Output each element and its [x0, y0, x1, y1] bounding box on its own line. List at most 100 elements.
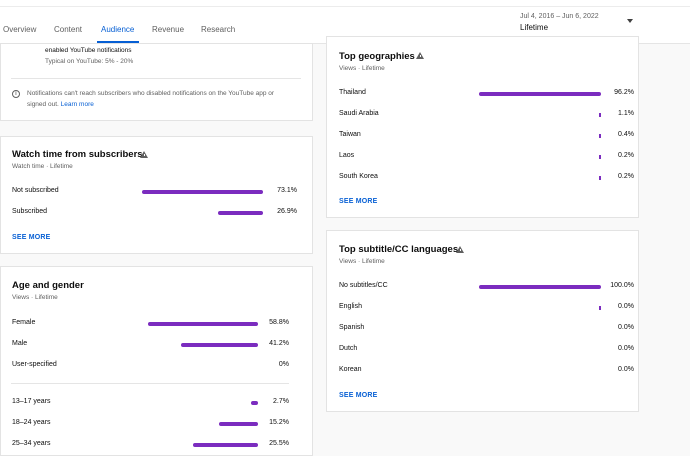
bar-track [479, 348, 601, 352]
list-item: No subtitles/CC 100.0% [339, 282, 634, 292]
percentage-bar [142, 190, 263, 194]
row-label: Spanish [339, 324, 365, 331]
bar-track [479, 134, 601, 138]
list-item: Spanish 0.0% [339, 324, 634, 334]
row-label: Korean [339, 366, 362, 373]
bar-track [148, 401, 258, 405]
list-item: Dutch 0.0% [339, 345, 634, 355]
card-subtitle: Views · Lifetime [339, 258, 385, 265]
top-divider [0, 6, 690, 7]
row-percentage: 0.0% [618, 345, 634, 352]
percentage-bar [180, 343, 258, 347]
bar-track [479, 285, 601, 289]
list-item: Korean 0.0% [339, 366, 634, 376]
tab-revenue[interactable]: Revenue [152, 25, 185, 34]
row-percentage: 41.2% [269, 340, 289, 347]
row-percentage: 0.0% [618, 324, 634, 331]
row-label: Not subscribed [12, 187, 59, 194]
card-subtitle: Watch time · Lifetime [12, 163, 73, 170]
card-title: Watch time from subscribers [12, 149, 143, 160]
top-geographies-card: Top geographies Views · Lifetime Thailan… [326, 36, 639, 218]
bar-track [148, 422, 258, 426]
bar-track [142, 190, 263, 194]
row-percentage: 58.8% [269, 319, 289, 326]
tab-research[interactable]: Research [201, 25, 236, 34]
row-label: Subscribed [12, 208, 48, 215]
info-text-line2: signed out. Learn more [27, 101, 94, 108]
row-label: Thailand [339, 89, 366, 96]
row-label: South Korea [339, 173, 378, 180]
warning-icon[interactable] [456, 246, 464, 253]
row-label: Dutch [339, 345, 358, 352]
row-percentage: 0% [278, 361, 289, 368]
card-title: Age and gender [12, 280, 84, 291]
tab-content[interactable]: Content [54, 25, 83, 34]
row-percentage: 0.0% [618, 366, 634, 373]
caret-down-icon[interactable] [627, 19, 633, 23]
row-percentage: 0.4% [618, 131, 634, 138]
see-more-button[interactable]: SEE MORE [339, 392, 378, 399]
row-label: Laos [339, 152, 355, 159]
row-label: Male [12, 340, 28, 347]
list-item: Subscribed 26.9% [12, 208, 302, 218]
list-item: Male 41.2% [12, 340, 292, 350]
bar-track [479, 369, 601, 373]
warning-icon[interactable] [416, 52, 424, 59]
notifications-text: enabled YouTube notifications [45, 47, 132, 54]
row-label: User-specified [12, 361, 57, 368]
list-item: Saudi Arabia 1.1% [339, 110, 634, 120]
percentage-bar [479, 92, 601, 96]
card-title: Top geographies [339, 51, 415, 62]
percentage-bar [599, 306, 601, 310]
learn-more-link[interactable]: Learn more [60, 101, 94, 108]
see-more-button[interactable]: SEE MORE [12, 234, 51, 241]
percentage-bar [218, 211, 263, 215]
watch-time-card: Watch time from subscribers Watch time ·… [0, 136, 313, 254]
list-item: 18–24 years 15.2% [12, 419, 292, 429]
bar-track [148, 343, 258, 347]
row-percentage: 0.0% [618, 303, 634, 310]
tab-overview[interactable]: Overview [3, 25, 37, 34]
info-text-signed-out: signed out. [27, 101, 59, 108]
percentage-bar [479, 285, 601, 289]
row-label: 25–34 years [12, 440, 51, 447]
row-percentage: 26.9% [277, 208, 297, 215]
percentage-bar [219, 422, 258, 426]
row-label: Female [12, 319, 36, 326]
percentage-bar [599, 134, 601, 138]
notifications-card: enabled YouTube notifications Typical on… [0, 43, 313, 121]
bar-track [148, 364, 258, 368]
bar-track [148, 443, 258, 447]
card-title: Top subtitle/CC languages [339, 244, 459, 255]
bar-track [148, 322, 258, 326]
list-item: Not subscribed 73.1% [12, 187, 302, 197]
row-label: No subtitles/CC [339, 282, 388, 289]
list-item: User-specified 0% [12, 361, 292, 371]
bar-track [479, 92, 601, 96]
card-subtitle: Views · Lifetime [339, 65, 385, 72]
row-percentage: 96.2% [614, 89, 634, 96]
percentage-bar [148, 322, 258, 326]
list-item: Thailand 96.2% [339, 89, 634, 99]
active-tab-indicator [97, 41, 139, 44]
percentage-bar [599, 113, 601, 117]
date-range-text: Jul 4, 2016 – Jun 6, 2022 [520, 13, 599, 20]
list-item: 13–17 years 2.7% [12, 398, 292, 408]
list-item: Taiwan 0.4% [339, 131, 634, 141]
list-item: South Korea 0.2% [339, 173, 634, 183]
top-subtitle-card: Top subtitle/CC languages Views · Lifeti… [326, 230, 639, 412]
percentage-bar [599, 155, 601, 159]
row-label: Saudi Arabia [339, 110, 379, 117]
row-percentage: 15.2% [269, 419, 289, 426]
bar-track [479, 155, 601, 159]
bar-track [479, 327, 601, 331]
typical-text: Typical on YouTube: 5% - 20% [45, 58, 134, 65]
warning-icon[interactable] [140, 151, 148, 158]
tab-audience[interactable]: Audience [101, 25, 135, 34]
age-gender-card: Age and gender Views · Lifetime Female 58… [0, 266, 313, 456]
date-range-selector[interactable]: Lifetime [520, 23, 549, 32]
list-item: English 0.0% [339, 303, 634, 313]
row-percentage: 100.0% [610, 282, 634, 289]
see-more-button[interactable]: SEE MORE [339, 198, 378, 205]
row-percentage: 0.2% [618, 173, 634, 180]
